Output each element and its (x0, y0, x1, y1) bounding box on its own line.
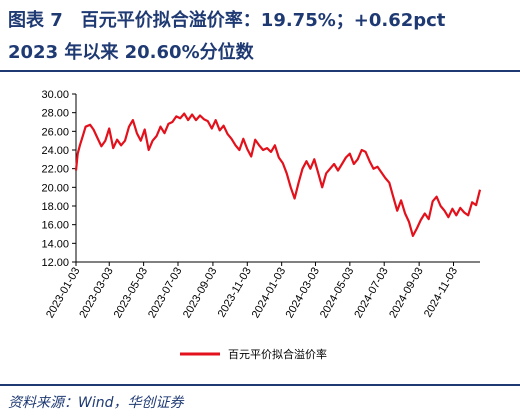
y-tick-label: 26.00 (41, 126, 69, 138)
source-note: 资料来源：Wind，华创证券 (8, 395, 184, 411)
x-tick-label: 2024-05-03 (318, 266, 357, 321)
line-chart: 12.00 14.00 16.00 18.00 20.00 22.00 24.00 26.00… (41, 89, 482, 361)
y-tick-label: 20.00 (41, 182, 69, 194)
y-tick-label: 28.00 (41, 108, 69, 120)
chart-title-line2: 2023 年以来 20.60%分位数 (8, 42, 254, 63)
x-tick-label: 2023-05-03 (112, 266, 151, 321)
x-tick-label: 2024-09-03 (387, 266, 426, 321)
top-divider (0, 70, 520, 72)
x-tick-label: 2024-11-03 (422, 266, 460, 320)
bottom-divider (0, 384, 520, 386)
series-line (74, 112, 482, 237)
y-tick-label: 12.00 (41, 257, 69, 269)
x-tick-label: 2023-01-03 (44, 266, 83, 321)
x-tick-label: 2023-03-03 (77, 266, 116, 321)
y-tick-label: 22.00 (41, 164, 69, 176)
x-tick-label: 2024-01-03 (250, 266, 289, 321)
y-tick-label: 24.00 (41, 145, 69, 157)
x-axis: 2023-01-032023-03-032023-05-032023-07-03… (44, 261, 480, 321)
y-tick-label: 30.00 (41, 89, 69, 101)
legend-label: 百元平价拟合溢价率 (228, 347, 327, 361)
series-layer (74, 112, 482, 237)
y-tick-label: 16.00 (41, 220, 69, 232)
y-tick-label: 18.00 (41, 201, 69, 213)
y-tick-label: 14.00 (41, 238, 69, 250)
chart-title-line1: 图表 7 百元平价拟合溢价率：19.75%；+0.62pct (8, 10, 446, 31)
x-tick-label: 2023-09-03 (181, 266, 220, 321)
legend: 百元平价拟合溢价率 (180, 347, 327, 361)
x-tick-label: 2023-11-03 (216, 266, 254, 320)
x-tick-label: 2023-07-03 (146, 266, 185, 321)
x-tick-label: 2024-07-03 (352, 266, 391, 321)
x-tick-label: 2024-03-03 (284, 266, 323, 321)
y-axis: 12.00 14.00 16.00 18.00 20.00 22.00 24.00 26.00… (41, 89, 77, 269)
